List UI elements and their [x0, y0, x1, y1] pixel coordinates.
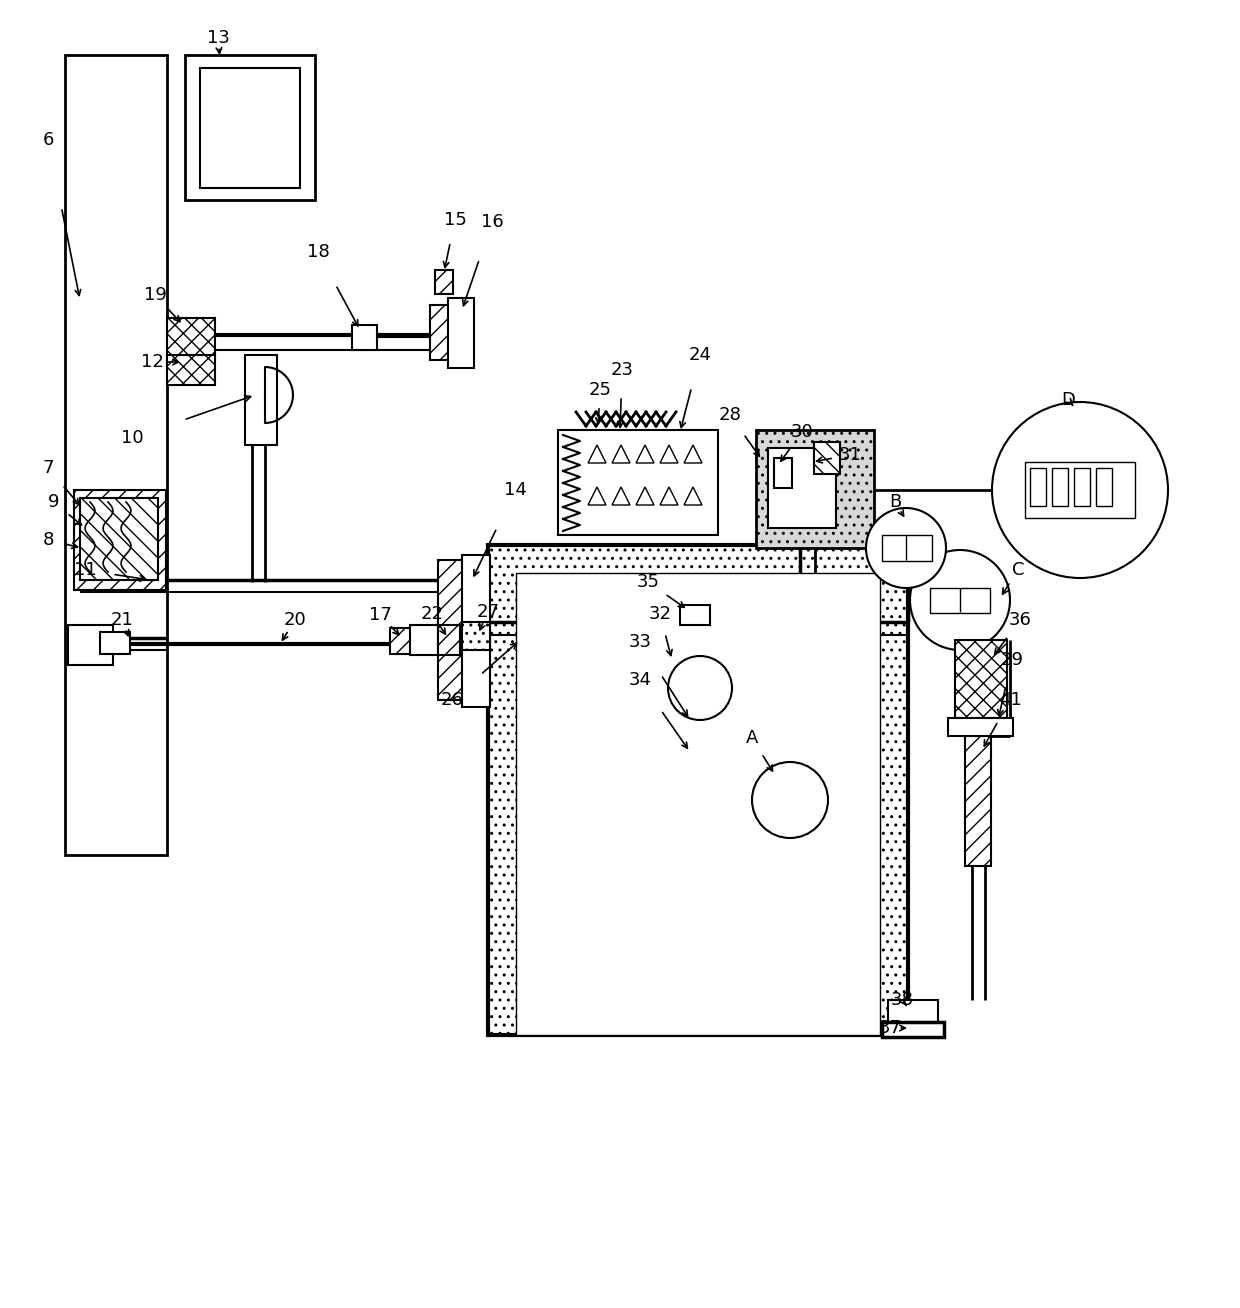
Text: A: A	[745, 729, 758, 747]
Bar	[430, 305, 453, 360]
Bar	[64, 55, 167, 855]
Text: 19: 19	[144, 286, 166, 303]
Bar	[167, 318, 215, 356]
Bar	[438, 560, 467, 700]
Bar	[185, 55, 315, 200]
Bar	[81, 498, 157, 579]
Bar	[1074, 468, 1090, 506]
Bar	[352, 324, 377, 351]
Text: 11: 11	[73, 561, 97, 579]
Bar	[391, 628, 412, 654]
Bar	[438, 625, 460, 655]
Text: 33: 33	[629, 633, 651, 651]
Bar	[100, 632, 130, 654]
Bar	[200, 68, 300, 188]
Bar	[965, 736, 991, 866]
Text: 38: 38	[890, 991, 914, 1008]
Text: 29: 29	[1001, 651, 1023, 668]
Circle shape	[751, 763, 828, 838]
Bar	[774, 458, 792, 488]
Bar	[410, 625, 438, 655]
Circle shape	[992, 402, 1168, 578]
Bar	[930, 589, 990, 613]
Text: 15: 15	[444, 211, 466, 229]
Text: 14: 14	[503, 481, 527, 498]
Text: 9: 9	[48, 493, 60, 511]
Bar	[448, 298, 474, 368]
Bar	[489, 545, 908, 1035]
Bar	[882, 535, 932, 561]
Text: 23: 23	[610, 361, 634, 379]
Text: 21: 21	[110, 611, 134, 629]
Bar	[1025, 462, 1135, 518]
Text: 13: 13	[207, 29, 229, 47]
Text: 7: 7	[42, 459, 53, 477]
Bar	[813, 442, 839, 473]
Bar	[882, 1022, 944, 1037]
Text: 37: 37	[878, 1019, 901, 1037]
Bar	[768, 449, 836, 528]
Bar	[246, 354, 277, 445]
Bar	[1096, 468, 1112, 506]
Text: 22: 22	[420, 606, 444, 623]
Text: 34: 34	[629, 671, 651, 689]
Text: 28: 28	[718, 405, 742, 424]
Text: 41: 41	[998, 691, 1022, 709]
Circle shape	[866, 508, 946, 589]
Bar	[68, 625, 113, 664]
Bar	[680, 606, 711, 625]
Bar	[1052, 468, 1068, 506]
Bar	[756, 430, 874, 548]
Bar	[955, 640, 1007, 718]
Bar	[463, 623, 490, 650]
Bar	[516, 573, 880, 1035]
Text: 27: 27	[476, 603, 500, 621]
Text: 30: 30	[791, 422, 813, 441]
Text: 32: 32	[649, 606, 672, 623]
Text: 17: 17	[368, 606, 392, 624]
Bar	[1030, 468, 1047, 506]
Text: C: C	[1012, 561, 1024, 579]
Text: 16: 16	[481, 213, 503, 232]
Bar	[167, 354, 215, 385]
Text: 18: 18	[306, 243, 330, 262]
Text: 25: 25	[589, 381, 611, 399]
Text: 31: 31	[838, 446, 862, 464]
Text: 10: 10	[120, 429, 144, 447]
Circle shape	[668, 657, 732, 719]
Text: 24: 24	[688, 347, 712, 364]
Bar	[435, 269, 453, 294]
Bar	[888, 1001, 937, 1022]
Text: 20: 20	[284, 611, 306, 629]
Bar	[949, 718, 1013, 736]
Bar	[463, 555, 490, 708]
Text: 8: 8	[42, 531, 53, 549]
Circle shape	[910, 549, 1011, 650]
Bar	[74, 490, 166, 590]
Text: 6: 6	[42, 131, 53, 149]
Text: 36: 36	[1008, 611, 1032, 629]
Text: 35: 35	[636, 573, 660, 591]
Text: 12: 12	[140, 353, 164, 371]
Text: 26: 26	[440, 691, 464, 709]
Text: B: B	[889, 493, 901, 511]
Polygon shape	[265, 368, 293, 422]
Bar	[558, 430, 718, 535]
Bar	[516, 573, 880, 1035]
Text: D: D	[1061, 391, 1075, 409]
